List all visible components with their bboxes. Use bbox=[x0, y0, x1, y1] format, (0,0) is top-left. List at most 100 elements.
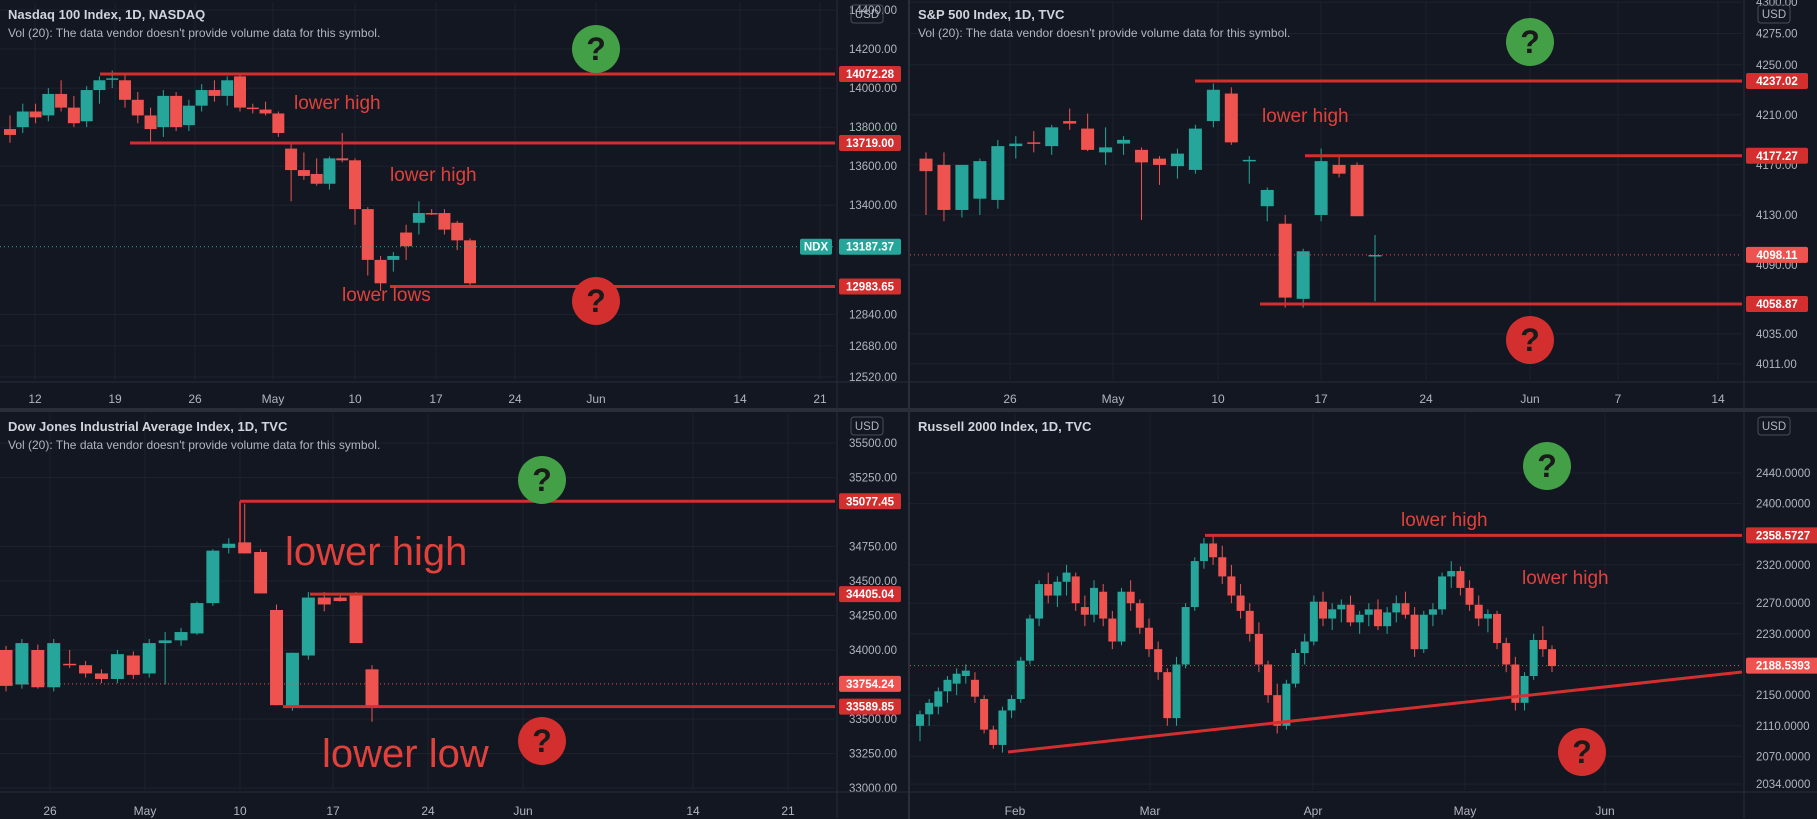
candle bbox=[349, 592, 363, 644]
candle-body bbox=[1401, 603, 1410, 615]
candle-body bbox=[1081, 128, 1095, 150]
candle-body bbox=[1135, 603, 1144, 628]
y-tick-label: 4011.00 bbox=[1756, 359, 1797, 371]
candle-body bbox=[1373, 609, 1382, 627]
y-tick-label: 35500.00 bbox=[849, 438, 897, 450]
candle-body bbox=[323, 158, 336, 184]
candle bbox=[310, 158, 323, 186]
candle bbox=[1314, 148, 1328, 222]
x-tick-label: 10 bbox=[1211, 392, 1225, 406]
candle-body bbox=[1236, 595, 1245, 611]
x-tick-label: 10 bbox=[233, 804, 247, 818]
y-tick-label: 2320.0000 bbox=[1756, 560, 1810, 572]
candle-body bbox=[1493, 613, 1502, 644]
candle-body bbox=[297, 170, 310, 176]
candle bbox=[222, 538, 236, 554]
candle-body bbox=[919, 158, 933, 172]
candle-body bbox=[170, 95, 183, 128]
x-tick-label: 14 bbox=[733, 392, 747, 406]
candle bbox=[1529, 633, 1538, 680]
y-tick-label: 4275.00 bbox=[1756, 28, 1798, 40]
candle bbox=[1144, 618, 1153, 657]
candle bbox=[1350, 162, 1364, 217]
candle bbox=[1227, 564, 1236, 604]
annotation-text: lower high bbox=[294, 93, 381, 114]
candle-body bbox=[1045, 127, 1059, 147]
y-tick-label: 2230.0000 bbox=[1756, 629, 1810, 641]
candle bbox=[1364, 603, 1373, 627]
candle bbox=[1260, 187, 1274, 222]
y-tick-label: 4130.00 bbox=[1756, 210, 1798, 222]
candle bbox=[79, 661, 93, 678]
candle bbox=[1242, 156, 1256, 184]
candle-body bbox=[1309, 601, 1318, 642]
candle-body bbox=[955, 164, 969, 210]
candle bbox=[1428, 603, 1437, 627]
x-tick-label: May bbox=[1454, 804, 1477, 818]
candle-body bbox=[1364, 609, 1373, 615]
candle-body bbox=[451, 222, 464, 241]
price-label-bg bbox=[839, 65, 901, 82]
candle bbox=[1447, 561, 1456, 588]
candle-body bbox=[1456, 571, 1465, 588]
candle-body bbox=[980, 698, 989, 730]
y-tick-label: 34750.00 bbox=[849, 542, 897, 554]
candle bbox=[1511, 656, 1520, 711]
candle bbox=[1190, 557, 1199, 611]
annotation-text: lower low bbox=[322, 732, 489, 776]
y-tick-label: 35250.00 bbox=[849, 473, 897, 485]
candle bbox=[67, 95, 80, 128]
candle bbox=[1410, 607, 1419, 657]
candle-body bbox=[15, 643, 29, 685]
candle bbox=[1337, 599, 1346, 623]
candle bbox=[374, 255, 387, 292]
price-label: 33589.85 bbox=[846, 702, 895, 714]
candle-body bbox=[1474, 604, 1483, 619]
candle-body bbox=[970, 679, 979, 697]
candle-body bbox=[1355, 614, 1364, 623]
price-label: 4058.87 bbox=[1756, 299, 1798, 311]
candle bbox=[438, 209, 451, 235]
candle bbox=[1355, 610, 1364, 634]
candle bbox=[998, 706, 1007, 753]
candle bbox=[925, 698, 934, 726]
y-tick-label: 33250.00 bbox=[849, 749, 897, 761]
candle-body bbox=[989, 729, 998, 745]
question-glyph: ? bbox=[1520, 24, 1540, 60]
candle-body bbox=[142, 643, 156, 674]
annotation-text: lower high bbox=[1401, 510, 1488, 531]
candle bbox=[1401, 591, 1410, 619]
candle-body bbox=[93, 80, 106, 91]
candle-body bbox=[1328, 609, 1337, 619]
candle-body bbox=[131, 99, 144, 116]
candle bbox=[1419, 610, 1428, 654]
candle bbox=[943, 675, 952, 703]
candle bbox=[1209, 535, 1218, 565]
candle-body bbox=[1126, 591, 1135, 604]
candle bbox=[259, 101, 272, 116]
candle bbox=[934, 687, 943, 715]
question-icon bbox=[518, 717, 566, 765]
candle-body bbox=[1346, 604, 1355, 623]
currency-label: USD bbox=[855, 421, 879, 433]
candle bbox=[47, 638, 61, 692]
candle-body bbox=[259, 109, 272, 114]
candle-body bbox=[464, 240, 476, 284]
candle-body bbox=[4, 129, 16, 135]
panel-divider-horizontal bbox=[0, 408, 1817, 412]
x-tick-label: Jun bbox=[1595, 804, 1614, 818]
candle-body bbox=[234, 76, 246, 108]
candle bbox=[195, 84, 208, 112]
y-tick-label: 14000.00 bbox=[849, 83, 897, 95]
y-tick-label: 4090.00 bbox=[1756, 260, 1798, 272]
y-tick-label: 2400.0000 bbox=[1756, 499, 1810, 511]
x-tick-label: Apr bbox=[1304, 804, 1323, 818]
question-icon bbox=[1523, 442, 1571, 490]
candle bbox=[1170, 148, 1184, 179]
y-tick-label: 34250.00 bbox=[849, 611, 897, 623]
candle-body bbox=[1062, 572, 1071, 582]
price-label: 34405.04 bbox=[846, 589, 895, 601]
candle bbox=[1493, 610, 1502, 650]
candle-body bbox=[1099, 591, 1108, 619]
